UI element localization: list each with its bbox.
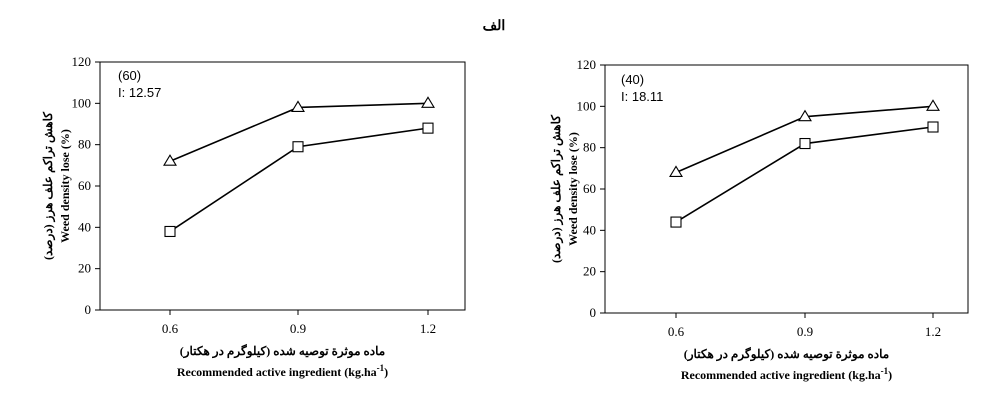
square-marker xyxy=(670,216,682,228)
y-tick-label: 0 xyxy=(590,305,597,320)
figure-heading: الف xyxy=(483,19,506,34)
chart-right: 0 20 40 60 80 100 120 0.6 0.9 1.2 (40) I: 18.11 کاهش… xyxy=(549,57,969,382)
y-tick-label: 80 xyxy=(583,140,596,155)
y-tick-label: 20 xyxy=(583,264,596,279)
x-axis-label-en-sup: -1 xyxy=(881,366,889,376)
y-axis-label-fa: کاهش تراکم علف هرز (درصد) xyxy=(549,115,564,263)
square-marker xyxy=(292,141,304,153)
inset-value: I: 18.11 xyxy=(621,89,663,104)
triangle-marker xyxy=(291,100,305,113)
square-marker xyxy=(927,121,939,133)
y-tick-label: 60 xyxy=(583,181,596,196)
x-axis-label-fa: ماده موثرة توصيه شده (کيلوگرم در هکتار) xyxy=(180,343,385,359)
inset-value: I: 12.57 xyxy=(118,85,161,100)
y-tick-label: 80 xyxy=(78,137,91,152)
square-marker xyxy=(422,122,434,134)
x-axis-label-en-close: ) xyxy=(888,368,892,382)
x-tick-label: 0.9 xyxy=(797,324,813,339)
y-axis-label-en: Weed density lose (%) xyxy=(58,129,72,243)
y-tick-label: 120 xyxy=(577,57,597,72)
y-tick-label: 100 xyxy=(577,98,597,113)
y-axis-label-fa: کاهش تراکم علف هرز (درصد) xyxy=(41,112,56,260)
y-tick-label: 100 xyxy=(72,95,92,110)
x-axis-label-fa: ماده موثرة توصيه شده (کيلوگرم در هکتار) xyxy=(684,346,889,362)
inset-label: (40) xyxy=(621,72,644,87)
y-tick-label: 40 xyxy=(583,222,596,237)
triangle-marker xyxy=(798,109,812,122)
x-axis-label-en: Recommended active ingredient (kg.ha-1) xyxy=(681,366,892,382)
x-axis-label-en-close: ) xyxy=(384,365,388,379)
triangle-marker xyxy=(421,96,435,108)
x-tick-label: 1.2 xyxy=(420,321,436,336)
y-tick-label: 40 xyxy=(78,219,91,234)
x-axis-label-en-main: Recommended active ingredient (kg.ha xyxy=(177,365,377,379)
triangle-marker xyxy=(163,154,177,166)
triangle-marker xyxy=(926,99,940,111)
x-tick-label: 1.2 xyxy=(925,324,941,339)
y-axis-label-en: Weed density lose (%) xyxy=(566,132,580,246)
x-tick-label: 0.9 xyxy=(290,321,306,336)
y-tick-label: 60 xyxy=(78,178,91,193)
x-tick-label: 0.6 xyxy=(668,324,685,339)
chart-left: 0 20 40 60 80 100 120 0.6 0.9 1.2 (60) I: 12.57 کاهش… xyxy=(41,54,466,379)
y-tick-label: 120 xyxy=(72,54,92,69)
x-axis-label-en: Recommended active ingredient (kg.ha-1) xyxy=(177,363,388,379)
triangle-marker xyxy=(669,165,683,178)
inset-label: (60) xyxy=(118,68,141,83)
square-marker xyxy=(799,137,811,150)
y-tick-label: 20 xyxy=(78,261,91,276)
square-marker xyxy=(164,225,176,238)
y-tick-label: 0 xyxy=(85,302,92,317)
x-tick-label: 0.6 xyxy=(162,321,179,336)
x-axis-label-en-main: Recommended active ingredient (kg.ha xyxy=(681,368,881,382)
x-axis-label-en-sup: -1 xyxy=(377,363,385,373)
